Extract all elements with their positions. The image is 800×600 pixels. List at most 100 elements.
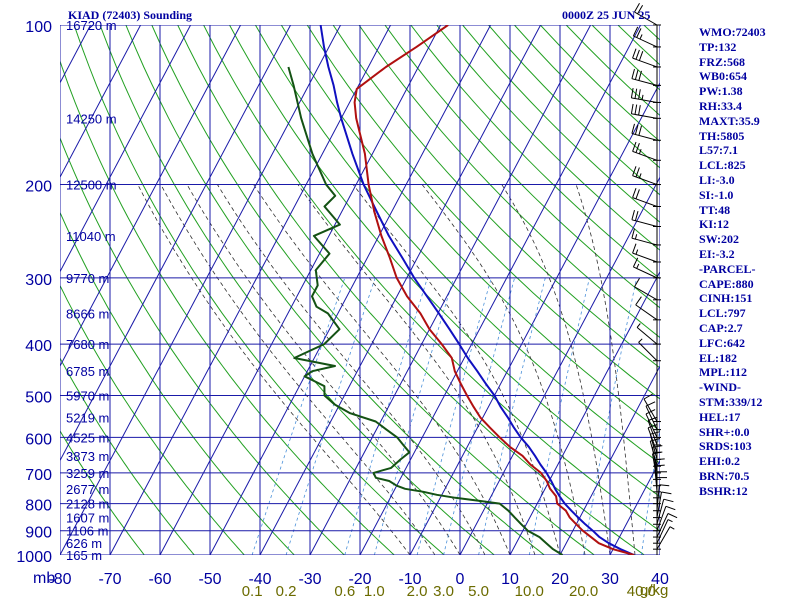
isotherm — [559, 365, 660, 555]
wind-barb-flag — [636, 28, 642, 38]
wind-barb-flag — [634, 88, 638, 99]
mixing-ratio-label: 40.0 — [627, 583, 656, 600]
height-label: 1607 m — [66, 511, 109, 526]
temperature-tick-label: -40 — [248, 571, 271, 588]
isotherm — [459, 176, 660, 555]
height-label: 2128 m — [66, 497, 109, 512]
wind-barb-panel — [630, 3, 678, 555]
mixing-ratio-label: 0.1 — [242, 583, 263, 600]
dry-adiabat — [60, 211, 295, 555]
wind-barb-staff — [633, 266, 658, 279]
wind-barb-staff — [632, 175, 658, 186]
height-label: 1106 m — [66, 524, 108, 539]
index-item: TT:48 — [699, 202, 731, 217]
wind-barb-flag — [638, 149, 642, 155]
pressure-tick-label: 600 — [25, 431, 52, 448]
height-label: 165 m — [66, 548, 102, 563]
dry-adiabat — [73, 25, 446, 555]
mixing-ratio-line — [528, 277, 590, 555]
index-item: LI:-3.0 — [699, 172, 735, 187]
index-item: SHR+:0.0 — [699, 424, 750, 439]
pressure-tick-label: 800 — [25, 498, 52, 515]
wind-barb-flag — [647, 416, 658, 421]
wind-barb-staff — [631, 219, 658, 227]
wind-barb-flag — [638, 89, 641, 100]
index-item: EI:-3.2 — [699, 246, 735, 261]
height-label: 2677 m — [66, 482, 109, 497]
wind-barb-flag — [643, 393, 653, 400]
mixing-ratio-label: 0.6 — [334, 583, 355, 600]
wind-barb-flag — [632, 48, 637, 59]
index-item: EL:182 — [699, 350, 738, 365]
index-item: LCL:797 — [699, 306, 746, 321]
wind-barb-flag — [661, 491, 672, 495]
wind-barb-flag — [650, 438, 661, 442]
wind-barb-staff — [632, 197, 658, 207]
index-item: KI:12 — [699, 217, 729, 232]
temperature-tick-label: -70 — [98, 571, 121, 588]
mixing-ratio-label: 20.0 — [569, 583, 598, 600]
dry-adiabat — [617, 25, 660, 66]
wind-barb-flag — [635, 49, 640, 60]
isotherm — [509, 270, 660, 555]
stability-indices-list: WMO:72403 TP:132 FRZ:568 WB0:654 PW:1.38 RH:3… — [699, 25, 766, 499]
wind-barb-staff — [631, 113, 658, 119]
chart-grid — [60, 25, 660, 555]
wind-barb-flag — [634, 210, 639, 221]
dry-adiabat — [384, 25, 660, 309]
wind-barb-flag — [632, 26, 639, 37]
pressure-tick-label: 200 — [25, 179, 52, 196]
wind-barb-flag — [634, 3, 640, 13]
height-label: 11040 m — [66, 229, 116, 244]
wind-barb-flag — [654, 464, 665, 467]
wind-barb-staff — [632, 150, 658, 161]
dry-adiabat — [125, 25, 546, 555]
wind-barb-flag — [632, 257, 639, 268]
moist-adiabat — [297, 184, 536, 555]
wind-barb-staff — [631, 237, 658, 246]
wind-barb-staff — [632, 252, 658, 263]
height-label: 16720 m — [66, 18, 117, 33]
mixing-ratio-label: 5.0 — [468, 583, 489, 600]
mixing-ratio-line — [251, 277, 346, 555]
dry-adiabat — [358, 25, 660, 339]
index-item: SI:-1.0 — [699, 187, 734, 202]
wind-barb-staff — [638, 342, 658, 362]
pressure-tick-label: 300 — [25, 272, 52, 289]
temperature-tick-label: 40 — [651, 571, 669, 588]
mixing-ratio-label: 1.0 — [364, 583, 385, 600]
wind-barb-flag — [652, 451, 663, 455]
index-item: L57:7.1 — [699, 143, 738, 158]
temperature-tick-label: 20 — [551, 571, 569, 588]
wind-barb-flag — [639, 34, 643, 40]
temperature-tick-label: 30 — [601, 571, 619, 588]
mixing-ratio-label: 0.2 — [276, 583, 297, 600]
mixing-ratio-unit: g/kg — [640, 582, 669, 599]
pressure-tick-label: 400 — [25, 338, 52, 355]
wind-barb-flag — [632, 166, 637, 176]
isotherm — [60, 25, 242, 368]
wind-barb-flag — [630, 103, 634, 114]
wind-barb-flag — [638, 51, 644, 61]
wind-barb-flag — [635, 296, 642, 306]
pressure-axis-caption: mb — [33, 570, 56, 587]
index-item: RH:33.4 — [699, 98, 742, 113]
isotherm — [209, 25, 492, 555]
isotherm — [159, 25, 442, 555]
temperature-trace — [353, 25, 635, 555]
dry-adiabat — [99, 25, 496, 555]
isotherm — [259, 25, 542, 555]
wind-barb-staff — [634, 11, 658, 26]
temperature-tick-label: -80 — [48, 571, 71, 588]
dry-adiabat — [60, 136, 346, 555]
index-item: EHI:0.2 — [699, 454, 741, 469]
wind-barb-flag — [667, 519, 673, 523]
wind-barb-staff — [647, 420, 658, 446]
index-item: TP:132 — [699, 39, 737, 54]
mixing-ratio-line — [285, 277, 376, 555]
wind-barb-staff — [632, 57, 658, 68]
wind-barb-staff — [631, 97, 658, 103]
pressure-tick-label: 900 — [25, 525, 52, 542]
dry-adiabat — [436, 25, 660, 251]
